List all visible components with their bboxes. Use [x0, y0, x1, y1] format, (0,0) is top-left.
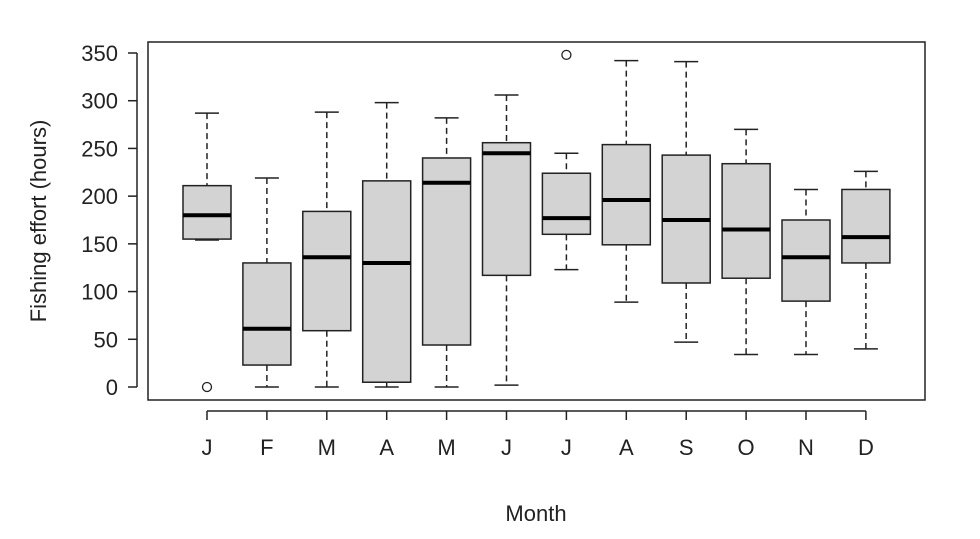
x-tick-label: A: [619, 435, 634, 460]
y-tick-label: 250: [81, 136, 118, 161]
y-axis-label: Fishing effort (hours): [26, 120, 51, 323]
plot-frame: [147, 41, 926, 401]
box: [242, 262, 292, 366]
box: [182, 184, 232, 240]
box: [841, 188, 891, 264]
box: [541, 172, 592, 236]
box: [421, 157, 472, 346]
x-tick-label: F: [260, 435, 273, 460]
y-tick-label: 0: [106, 375, 118, 400]
y-tick-label: 300: [81, 89, 118, 114]
x-tick-label: J: [501, 435, 512, 460]
x-tick-label: N: [798, 435, 814, 460]
x-tick-label: M: [437, 435, 455, 460]
box: [601, 143, 652, 246]
x-tick-label: M: [318, 435, 336, 460]
y-tick-label: 150: [81, 232, 118, 257]
y-tick-label: 350: [81, 41, 118, 66]
x-tick-label: J: [202, 435, 213, 460]
box: [781, 219, 831, 302]
box: [302, 210, 352, 332]
outlier-point: [561, 49, 572, 61]
x-tick-label: A: [379, 435, 394, 460]
x-tick-label: S: [679, 435, 694, 460]
y-tick-label: 50: [94, 327, 118, 352]
x-tick-label: J: [561, 435, 572, 460]
box: [481, 141, 532, 277]
box: [361, 180, 412, 383]
box: [721, 162, 771, 279]
x-axis-label: Month: [505, 501, 566, 526]
x-tick-label: D: [858, 435, 874, 460]
y-tick-label: 200: [81, 184, 118, 209]
outlier-point: [201, 381, 213, 393]
x-tick-label: O: [738, 435, 755, 460]
y-tick-label: 100: [81, 280, 118, 305]
